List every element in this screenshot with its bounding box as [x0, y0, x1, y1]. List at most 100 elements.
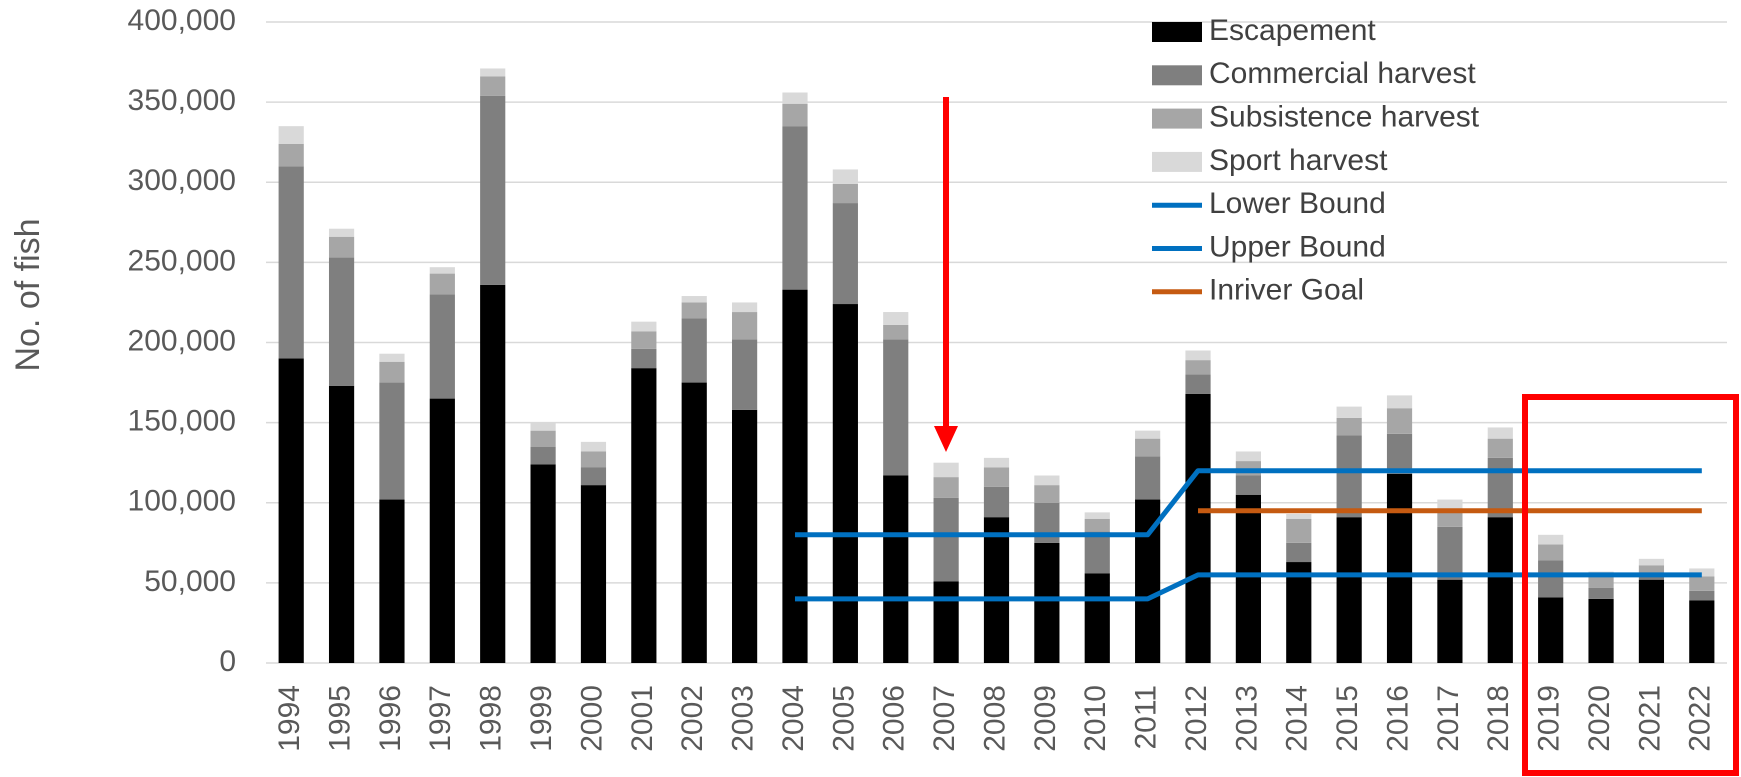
- y-tick-label: 400,000: [128, 4, 236, 37]
- bar-segment: [580, 441, 607, 452]
- x-tick-label: 1995: [323, 685, 356, 752]
- bar-segment: [1487, 438, 1513, 458]
- legend-label: Lower Bound: [1209, 187, 1386, 220]
- bar-segment: [883, 324, 909, 340]
- x-tick-label: 2016: [1381, 685, 1414, 752]
- bar-segment: [1689, 568, 1715, 577]
- y-axis-label: No. of fish: [9, 218, 47, 371]
- bar-segment: [1487, 427, 1513, 439]
- x-tick-label: 2005: [827, 685, 860, 752]
- legend-label: Sport harvest: [1209, 144, 1388, 177]
- bar-segment: [278, 358, 304, 663]
- bar-segment: [1487, 517, 1513, 663]
- x-tick-label: 1999: [525, 685, 558, 752]
- bar-segment: [1235, 475, 1261, 495]
- legend-label: Commercial harvest: [1209, 57, 1476, 90]
- bar-segment: [379, 382, 405, 500]
- legend-swatch: [1152, 151, 1202, 172]
- bar-segment: [530, 430, 556, 447]
- bar-segment: [1437, 579, 1463, 663]
- bar-segment: [1034, 542, 1060, 663]
- bar-segment: [1638, 579, 1665, 663]
- x-tick-label: 2014: [1281, 685, 1314, 752]
- bar-segment: [933, 497, 959, 582]
- bar-segment: [782, 126, 808, 290]
- bar-segment: [782, 289, 808, 663]
- annotations: [934, 97, 1739, 776]
- bar-segment: [379, 353, 405, 362]
- bar-segment: [530, 422, 556, 431]
- lines: [794, 468, 1702, 602]
- bar-segment: [1386, 433, 1413, 474]
- highlight-box: [1522, 394, 1739, 776]
- bar-segment: [983, 467, 1010, 487]
- bar-segment: [1689, 600, 1715, 663]
- bar-segment: [681, 318, 707, 383]
- bar-segment: [732, 312, 758, 340]
- bar-segment: [1336, 435, 1362, 518]
- bar-segment: [1386, 395, 1413, 409]
- legend-swatch: [1152, 65, 1202, 86]
- bar-segment: [681, 296, 707, 303]
- legend-label: Inriver Goal: [1209, 274, 1364, 307]
- bar-segment: [429, 267, 455, 274]
- bar-segment: [681, 302, 707, 319]
- y-tick-label: 50,000: [144, 565, 236, 598]
- bar-segment: [278, 126, 304, 144]
- bar-segment: [1185, 350, 1211, 361]
- bar-segment: [1235, 451, 1261, 462]
- y-tick-label: 0: [219, 645, 236, 678]
- bar-segment: [580, 451, 607, 468]
- bar-segment: [1487, 457, 1513, 518]
- legend-label: Subsistence harvest: [1209, 101, 1480, 134]
- bar-segment: [1689, 590, 1715, 601]
- bar-segment: [983, 457, 1010, 468]
- x-tick-label: 2017: [1432, 685, 1465, 752]
- bar-segment: [379, 361, 405, 383]
- bar-segment: [1538, 597, 1564, 663]
- labels: 0 50,000 100,000 150,000 200,000 250,000 300,0…: [128, 4, 1717, 752]
- bar-segment: [782, 103, 808, 127]
- bar-segment: [1185, 393, 1211, 663]
- x-tick-label: 2021: [1633, 685, 1666, 752]
- bar-segment: [933, 581, 959, 663]
- bar-segment: [983, 517, 1010, 663]
- bar-segment: [1135, 430, 1161, 439]
- bar-segment: [278, 143, 304, 167]
- y-tick-label: 200,000: [128, 324, 236, 357]
- bar-segment: [328, 228, 355, 237]
- arrow-head: [934, 426, 958, 452]
- x-tick-label: 2008: [978, 685, 1011, 752]
- bar-segment: [429, 398, 455, 663]
- bar-segment: [1538, 544, 1564, 561]
- x-tick-label: 1994: [273, 685, 306, 752]
- legend-swatch: [1152, 108, 1202, 129]
- bar-segment: [1437, 509, 1463, 527]
- legend-swatch: [1152, 22, 1202, 42]
- bar-segment: [1286, 542, 1312, 563]
- bar-segment: [631, 348, 657, 369]
- bar-segment: [1034, 475, 1060, 486]
- bar-segment: [1286, 518, 1312, 543]
- y-tick-label: 150,000: [128, 405, 236, 438]
- bar-segment: [883, 312, 909, 325]
- bar-segment: [1034, 485, 1060, 503]
- x-tick-label: 2000: [575, 685, 608, 752]
- bar-segment: [429, 273, 455, 295]
- y-tick-label: 350,000: [128, 84, 236, 117]
- x-tick-label: 1998: [475, 685, 508, 752]
- bar-segment: [883, 475, 909, 663]
- bar-segment: [429, 294, 455, 399]
- bar-segment: [480, 76, 506, 96]
- bar-segment: [732, 339, 758, 410]
- y-tick-label: 100,000: [128, 485, 236, 518]
- bar-segment: [1185, 360, 1211, 375]
- bar-segment: [782, 92, 808, 104]
- bar-segment: [1084, 531, 1110, 574]
- bar-segment: [832, 183, 858, 204]
- x-tick-label: 2018: [1482, 685, 1515, 752]
- bar-segment: [1588, 576, 1614, 588]
- x-tick-label: 2022: [1684, 685, 1717, 752]
- bar-segment: [1336, 517, 1362, 663]
- y-tick-label: 300,000: [128, 164, 236, 197]
